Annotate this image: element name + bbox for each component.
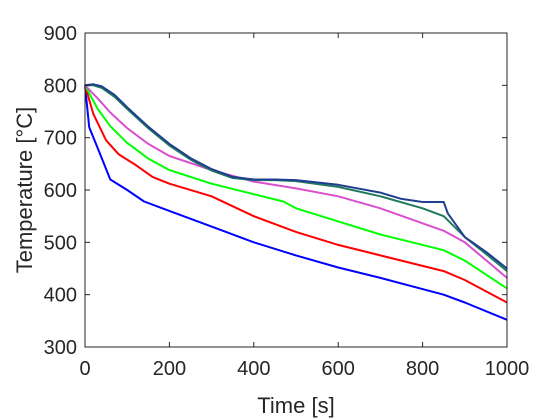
y-tick-label: 800 <box>44 75 77 97</box>
series-lines <box>84 83 508 321</box>
axis-ticks: 0 200 400 600 800 1000 300 400 500 600 700 800 900 <box>44 23 530 380</box>
x-tick-label: 800 <box>406 358 439 380</box>
x-tick-label: 200 <box>153 358 186 380</box>
x-axis-label: Time [s] <box>257 393 334 418</box>
y-axis-label: Temperature [°C] <box>12 107 37 274</box>
series-line-1 <box>84 85 508 321</box>
y-tick-label: 600 <box>44 180 77 202</box>
x-tick-label: 400 <box>237 358 270 380</box>
x-tick-label: 600 <box>322 358 355 380</box>
series-line-2 <box>84 85 508 304</box>
x-tick-label: 0 <box>79 358 90 380</box>
y-tick-label: 700 <box>44 128 77 150</box>
x-tick-label: 1000 <box>485 358 530 380</box>
y-tick-label: 300 <box>44 337 77 359</box>
series-line-6 <box>84 83 508 270</box>
y-tick-label: 500 <box>44 232 77 254</box>
y-tick-label: 900 <box>44 23 77 45</box>
series-line-5 <box>85 84 508 272</box>
y-tick-label: 400 <box>44 285 77 307</box>
series-line-3 <box>84 84 508 290</box>
plot-area-frame <box>84 32 508 348</box>
